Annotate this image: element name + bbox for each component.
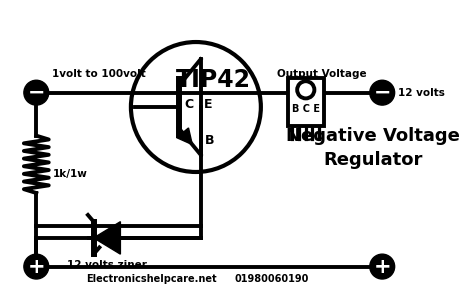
Text: E: E [203,98,212,111]
Text: TIP42: TIP42 [175,68,251,92]
Text: Output Voltage: Output Voltage [277,69,367,79]
Polygon shape [177,128,192,145]
Text: 1volt to 100volt: 1volt to 100volt [52,69,146,79]
Text: B C E: B C E [292,104,320,114]
Text: B: B [204,134,214,147]
Text: +: + [374,256,391,277]
Text: Negative Voltage: Negative Voltage [286,127,460,145]
Text: −: − [374,83,391,103]
Text: 01980060190: 01980060190 [234,274,309,284]
Text: +: + [27,256,45,277]
Bar [288,78,324,126]
Text: 12 volts ziner: 12 volts ziner [67,260,147,270]
Text: C: C [184,98,193,111]
Circle shape [370,254,395,279]
Text: 12 volts: 12 volts [398,88,445,98]
Text: Electronicshelpcare.net: Electronicshelpcare.net [86,274,217,284]
Polygon shape [94,222,120,254]
Circle shape [24,254,49,279]
Circle shape [24,80,49,105]
Text: 1k/1w: 1k/1w [53,169,87,179]
Circle shape [370,80,395,105]
Text: Regulator: Regulator [323,151,422,169]
Text: −: − [27,83,45,103]
